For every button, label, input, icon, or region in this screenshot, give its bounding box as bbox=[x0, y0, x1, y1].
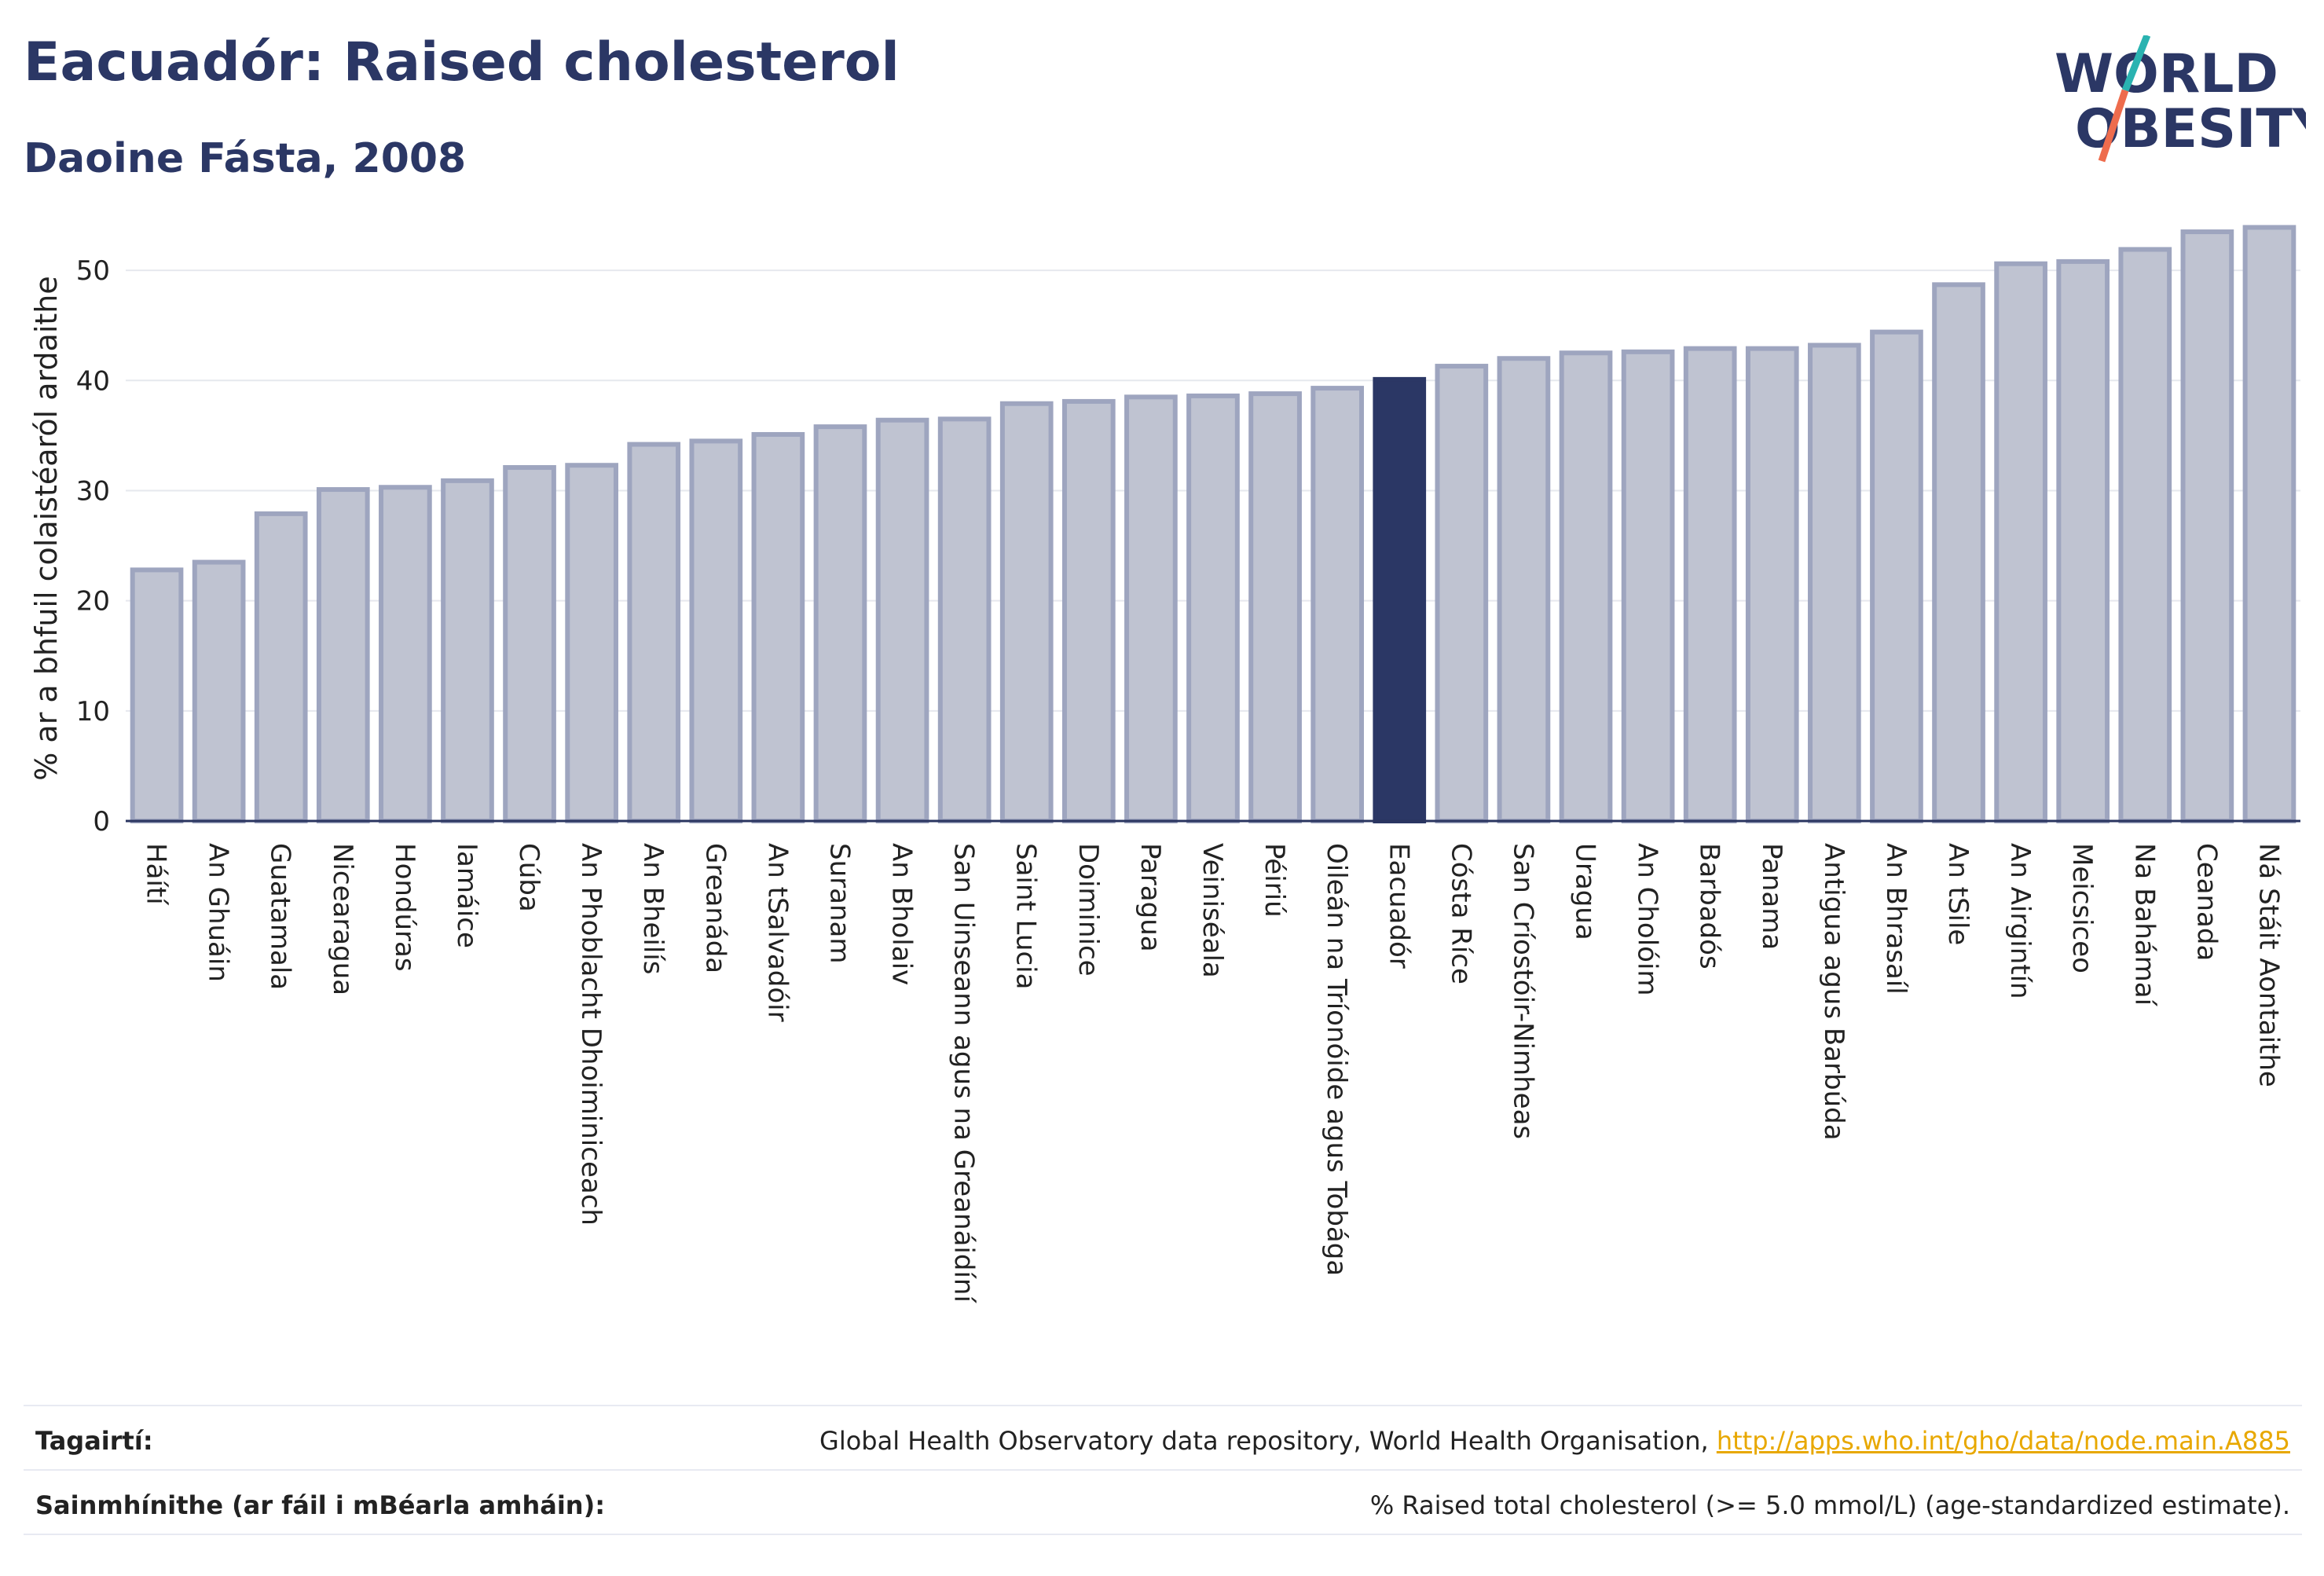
x-tick-label: Péiriú bbox=[1259, 843, 1290, 918]
bar bbox=[689, 438, 743, 823]
x-tick-label: An Airgintín bbox=[2004, 843, 2036, 999]
x-tick-label: An Phoblacht Dhoiminiceach bbox=[575, 843, 607, 1226]
x-tick-label: Hondúras bbox=[389, 843, 420, 972]
x-tick-label: Cósta Ríce bbox=[1445, 843, 1476, 984]
x-tick-label: An Ghuáin bbox=[203, 843, 234, 982]
bar bbox=[1310, 386, 1365, 823]
x-tick-label: Antigua agus Barbúda bbox=[1818, 843, 1849, 1141]
chart-subtitle: Daoine Fásta, 2008 bbox=[24, 135, 467, 182]
x-tick-label: Nicearagua bbox=[327, 843, 358, 995]
x-tick-label: An tSalvadóir bbox=[761, 843, 793, 1022]
x-tick-label: Suranam bbox=[823, 843, 855, 963]
references-label: Tagairtí: bbox=[35, 1426, 153, 1456]
x-tick-label: Veiniséala bbox=[1197, 843, 1228, 978]
bar bbox=[316, 487, 370, 823]
bar bbox=[1186, 393, 1240, 823]
bar bbox=[379, 485, 432, 823]
bar bbox=[2118, 247, 2172, 823]
references-link[interactable]: http://apps.who.int/gho/data/node.main.A… bbox=[1716, 1426, 2290, 1456]
x-tick-label: San Críostóir-Nimheas bbox=[1507, 843, 1538, 1139]
definitions-text: % Raised total cholesterol (>= 5.0 mmol/… bbox=[1369, 1490, 2290, 1520]
bar bbox=[1621, 349, 1675, 823]
y-tick-label: 40 bbox=[76, 365, 110, 397]
bar bbox=[875, 417, 929, 823]
bar-highlight bbox=[1373, 376, 1427, 824]
bar bbox=[1435, 364, 1489, 823]
x-tick-label: Panama bbox=[1756, 843, 1787, 950]
x-tick-label: Paragua bbox=[1135, 843, 1166, 952]
bar bbox=[813, 424, 867, 823]
bar bbox=[1124, 394, 1178, 823]
x-tick-label: An Bheilís bbox=[637, 843, 669, 974]
x-tick-label: Guatamala bbox=[265, 843, 296, 990]
bar bbox=[937, 416, 992, 823]
bar-chart: 0 10 20 30 40 50 % ar a bhfuil colaistéaról ar… bbox=[29, 225, 2300, 1303]
x-tick-label: Meicsiceo bbox=[2066, 843, 2098, 973]
chart-title: Eacuadór: Raised cholesterol bbox=[24, 31, 900, 93]
y-tick-label: 50 bbox=[76, 255, 110, 287]
x-tick-label: Háítí bbox=[141, 843, 172, 906]
references-value: Global Health Observatory data repositor… bbox=[819, 1426, 2290, 1456]
x-tick-label: An Cholóim bbox=[1632, 843, 1663, 996]
bar bbox=[1061, 398, 1116, 824]
x-tick-label: Barbadós bbox=[1694, 843, 1725, 969]
x-tick-label: Eacuadór bbox=[1383, 843, 1414, 969]
x-tick-label: Na Bahámaí bbox=[2128, 843, 2160, 1007]
references-text: Global Health Observatory data repositor… bbox=[819, 1426, 1717, 1456]
bar bbox=[2056, 258, 2110, 823]
bar bbox=[751, 431, 805, 823]
bar bbox=[1870, 329, 1923, 824]
bar bbox=[1745, 346, 1799, 824]
x-tick-label: An Bhrasaíl bbox=[1880, 843, 1912, 995]
logo-slash-top bbox=[2121, 35, 2151, 92]
bar bbox=[1248, 391, 1302, 824]
definitions-label: Sainmhínithe (ar fáil i mBéarla amháin): bbox=[35, 1490, 605, 1520]
bar bbox=[192, 559, 246, 824]
bar bbox=[2180, 229, 2234, 824]
x-tick-label: Iamáice bbox=[451, 843, 482, 948]
y-tick-label: 20 bbox=[76, 586, 110, 618]
bar bbox=[627, 442, 681, 823]
bar bbox=[999, 401, 1054, 823]
bar bbox=[1932, 282, 1985, 823]
x-tick-label: An tSile bbox=[1942, 843, 1974, 945]
logo-word-world: WORLD bbox=[2055, 43, 2278, 105]
bar bbox=[130, 567, 184, 824]
footer-divider bbox=[24, 1469, 2302, 1471]
bar bbox=[1559, 350, 1613, 823]
x-tick-label: Ceanada bbox=[2190, 843, 2222, 961]
x-tick-label: Greanáda bbox=[699, 843, 731, 973]
y-tick-label: 0 bbox=[93, 806, 110, 837]
x-tick-label: San Uinseann agus na Greanáidíní bbox=[948, 843, 980, 1303]
bar bbox=[565, 463, 618, 823]
x-tick-label: Saint Lucia bbox=[1010, 843, 1042, 989]
bar bbox=[441, 478, 494, 823]
footer-divider bbox=[24, 1405, 2302, 1406]
bar bbox=[1497, 356, 1551, 823]
y-axis-title: % ar a bhfuil colaistéaról ardaithe bbox=[29, 276, 64, 781]
bar bbox=[254, 511, 308, 823]
x-tick-label: Cúba bbox=[513, 843, 544, 912]
bar bbox=[503, 465, 556, 823]
y-tick-label: 30 bbox=[76, 475, 110, 507]
footer-divider bbox=[24, 1534, 2302, 1535]
x-tick-label: Ná Stáit Aontaithe bbox=[2253, 843, 2284, 1087]
bar bbox=[1994, 261, 2047, 824]
y-tick-label: 10 bbox=[76, 696, 110, 728]
bar bbox=[2242, 225, 2297, 823]
x-tick-label: Oileán na Tríonóide agus Tobága bbox=[1321, 843, 1352, 1276]
world-obesity-logo: WORLD OBESITY bbox=[2055, 35, 2306, 163]
logo-slash-bottom bbox=[2098, 89, 2129, 163]
bar bbox=[1683, 346, 1737, 824]
x-tick-label: Uragua bbox=[1570, 843, 1601, 940]
x-tick-label: An Bholaiv bbox=[886, 843, 918, 985]
bar bbox=[1808, 343, 1861, 823]
x-tick-label: Doiminice bbox=[1072, 843, 1104, 977]
